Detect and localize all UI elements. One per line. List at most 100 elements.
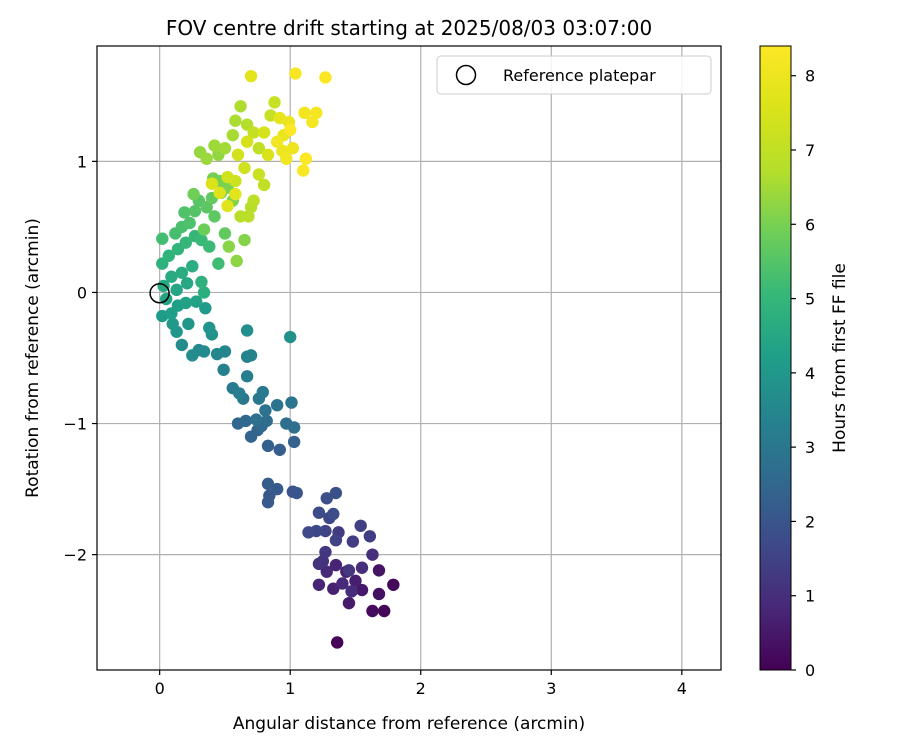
- data-point: [208, 139, 221, 152]
- data-point: [195, 275, 208, 289]
- data-point: [217, 363, 230, 376]
- data-point: [229, 114, 242, 127]
- data-point: [199, 301, 212, 315]
- data-point: [342, 596, 356, 610]
- data-point: [247, 194, 260, 207]
- plot-frame: [96, 45, 722, 671]
- data-point: [200, 201, 213, 214]
- data-point: [329, 486, 343, 500]
- data-point: [157, 279, 170, 293]
- x-tick-label: 3: [546, 679, 556, 698]
- data-point: [156, 232, 169, 245]
- data-point: [285, 396, 298, 409]
- data-point: [261, 148, 275, 162]
- data-point: [320, 565, 333, 578]
- data-point: [203, 321, 216, 335]
- data-point: [345, 585, 358, 598]
- data-points: [156, 67, 400, 649]
- data-point: [260, 414, 273, 428]
- data-point: [331, 636, 344, 649]
- colorbar-ticks: 0 1 2 3 4 5 6 7 8: [791, 67, 815, 680]
- data-point: [349, 574, 362, 588]
- data-point: [238, 233, 251, 247]
- data-point: [366, 604, 379, 618]
- legend-label: Reference platepar: [503, 66, 656, 85]
- data-point: [270, 135, 284, 148]
- x-tick-label: 0: [155, 679, 165, 698]
- data-point: [221, 170, 234, 184]
- colorbar-tick-label: 3: [805, 438, 815, 457]
- data-point: [261, 477, 275, 491]
- data-point: [242, 210, 255, 223]
- data-point: [233, 387, 246, 400]
- colorbar-tick-label: 0: [805, 661, 815, 680]
- data-point: [355, 583, 369, 597]
- data-point: [190, 295, 203, 308]
- y-tick-label: −1: [63, 415, 87, 434]
- data-point: [240, 370, 254, 383]
- data-point: [270, 398, 284, 412]
- data-point: [234, 100, 247, 113]
- y-tick-label: −2: [63, 546, 87, 565]
- data-point: [205, 177, 219, 190]
- data-point: [377, 604, 391, 618]
- data-point: [366, 548, 379, 561]
- data-point: [298, 106, 311, 120]
- data-point: [327, 582, 340, 595]
- colorbar-gradient: [759, 45, 792, 671]
- x-tick-label: 1: [285, 679, 295, 698]
- colorbar: 0 1 2 3 4 5 6 7 8 Hours from first FF file: [759, 45, 850, 680]
- data-point: [290, 486, 303, 500]
- data-point: [289, 67, 302, 80]
- data-point: [239, 414, 253, 428]
- data-point: [319, 545, 332, 559]
- data-point: [355, 561, 369, 574]
- data-point: [250, 413, 263, 426]
- colorbar-tick-label: 4: [805, 364, 815, 383]
- data-point: [312, 506, 326, 519]
- colorbar-tick-label: 1: [805, 587, 815, 606]
- data-point: [182, 317, 195, 331]
- axis-ticks: 0 1 2 3 4 −2 −1 0 1: [63, 152, 687, 698]
- data-point: [230, 254, 243, 268]
- data-point: [231, 148, 245, 162]
- data-point: [329, 558, 343, 572]
- data-point: [327, 507, 340, 521]
- data-point: [222, 240, 236, 253]
- data-point: [186, 349, 199, 362]
- colorbar-tick-label: 6: [805, 215, 815, 234]
- x-tick-label: 2: [416, 679, 426, 698]
- data-point: [244, 69, 258, 83]
- data-point: [273, 443, 286, 456]
- data-point: [221, 199, 234, 213]
- data-point: [287, 435, 301, 449]
- data-point: [165, 270, 178, 283]
- data-point: [312, 557, 326, 571]
- data-point: [257, 178, 271, 192]
- data-point: [286, 142, 300, 155]
- data-point: [238, 161, 251, 175]
- data-point: [186, 260, 199, 273]
- colorbar-tick-label: 8: [805, 67, 815, 86]
- data-point: [268, 96, 281, 109]
- data-point: [179, 236, 192, 249]
- data-point: [319, 524, 332, 538]
- data-point: [387, 578, 400, 591]
- data-point: [197, 286, 211, 299]
- data-point: [203, 240, 216, 253]
- data-point: [354, 519, 367, 532]
- x-axis-label: Angular distance from reference (arcmin): [233, 714, 585, 734]
- legend-box: [436, 55, 712, 95]
- data-point: [226, 128, 239, 142]
- data-point: [270, 482, 284, 496]
- data-point: [372, 564, 386, 577]
- data-point: [372, 587, 386, 601]
- data-point: [162, 249, 175, 262]
- data-point: [175, 266, 189, 279]
- y-tick-label: 0: [77, 283, 87, 302]
- data-point: [218, 227, 232, 240]
- data-point: [257, 126, 271, 139]
- data-point: [213, 186, 226, 200]
- legend: Reference platepar: [436, 55, 712, 95]
